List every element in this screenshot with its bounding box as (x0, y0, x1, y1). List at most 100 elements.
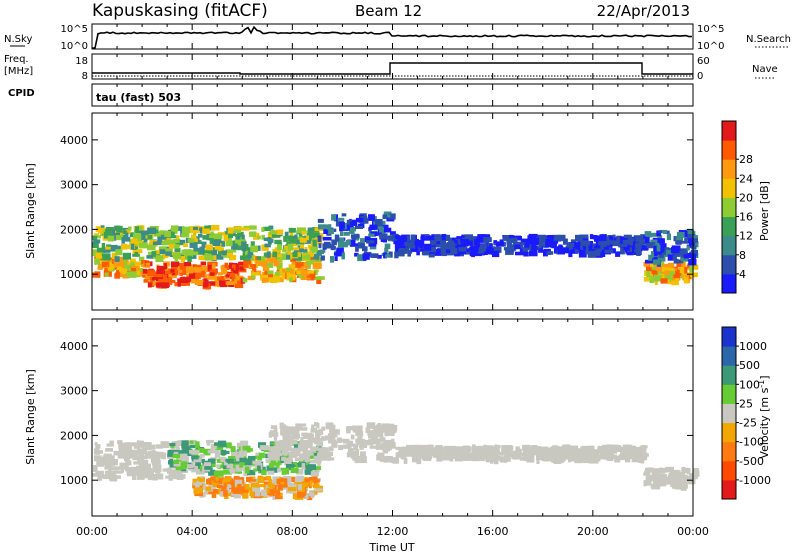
velocity-cell (358, 456, 367, 463)
velocity-cell (419, 445, 424, 450)
power-cell (620, 236, 627, 242)
power-cell (122, 230, 128, 235)
velocity-cell (99, 456, 105, 464)
velocity-cell (292, 462, 297, 466)
velocity-cell (568, 449, 575, 453)
power-cell (102, 253, 111, 261)
power-cell (262, 226, 271, 231)
power-cell (679, 266, 685, 274)
power-cell (243, 244, 249, 250)
velocity-cell (212, 489, 219, 494)
power-cell (240, 227, 250, 231)
velocity-cell (147, 453, 152, 458)
power-cell (587, 250, 597, 258)
power-cell (648, 274, 656, 278)
power-cell (207, 264, 212, 270)
power-cell (339, 221, 345, 229)
power-cell (185, 267, 194, 274)
velocity-cell (336, 437, 342, 444)
velocity-cell (254, 491, 261, 497)
power-cell (249, 231, 256, 237)
velocity-cell (671, 478, 677, 484)
power-cell (174, 247, 181, 253)
power-cell (610, 248, 616, 252)
power-cell (92, 241, 99, 248)
power-cell (618, 243, 628, 247)
velocity-colorbar-segment (722, 365, 736, 385)
power-cell (471, 251, 475, 258)
velocity-cell (412, 456, 419, 463)
power-cell (201, 270, 205, 278)
sky-left-tick-top: 10^5 (61, 24, 88, 35)
power-cell (565, 245, 573, 250)
power-cell (193, 226, 200, 230)
velocity-cell (490, 448, 496, 454)
power-cell (187, 276, 191, 283)
power-cell (664, 272, 673, 280)
power-cell (189, 278, 193, 282)
power-cell (582, 245, 586, 250)
power-cell (319, 249, 326, 253)
power-cell (106, 259, 116, 265)
velocity-cell (117, 453, 123, 459)
power-cell (495, 241, 504, 247)
velocity-cell (136, 465, 142, 471)
velocity-cell (365, 427, 370, 433)
power-cell (272, 251, 277, 257)
velocity-cell (359, 434, 363, 441)
velocity-cell (392, 457, 399, 464)
velocity-cell (229, 468, 239, 474)
power-cell (306, 271, 316, 278)
velocity-cell (168, 460, 172, 465)
power-cell (169, 279, 176, 284)
power-cell (307, 244, 313, 249)
power-cell (355, 225, 363, 229)
velocity-cell (167, 450, 174, 454)
power-cell (95, 252, 103, 259)
velocity-cell (468, 452, 476, 460)
velocity-cell (113, 450, 121, 456)
power-cell (211, 248, 218, 256)
freq-right-label: Nave (752, 64, 778, 75)
power-cell (273, 260, 280, 267)
velocity-cell (93, 465, 98, 472)
power-cell (532, 246, 538, 252)
power-cell (132, 248, 138, 254)
power-cell (676, 240, 682, 245)
velocity-cell (113, 475, 121, 479)
power-cell (684, 230, 688, 238)
velocity-cell (234, 479, 243, 486)
power-cell (394, 251, 399, 259)
power-cell (457, 251, 467, 255)
power-cell (430, 240, 437, 244)
velocity-cell (139, 441, 144, 446)
velocity-cell (338, 445, 343, 451)
power-cell (533, 241, 539, 245)
velocity-cell (261, 469, 267, 476)
power-colorbar-label: Power [dB] (758, 181, 771, 241)
velocity-cell (200, 453, 205, 458)
velocity-cell (310, 492, 315, 498)
velocity-cell (273, 427, 278, 434)
power-cell (313, 269, 318, 276)
power-cell (288, 227, 296, 233)
velocity-cell (645, 471, 651, 476)
power-cell (302, 255, 307, 260)
velocity-cell (667, 466, 674, 472)
power-cell (188, 226, 196, 234)
velocity-cell (179, 469, 188, 474)
power-cell (515, 235, 521, 241)
sky-right-tick-bottom: 10^0 (697, 41, 724, 52)
velocity-cell (297, 443, 307, 449)
power-cell (145, 262, 151, 266)
power-cell (605, 243, 613, 249)
power-cell (187, 255, 192, 263)
velocity-cell (137, 442, 141, 450)
velocity-cell (481, 455, 485, 462)
power-cell (161, 252, 166, 260)
velocity-cell (125, 460, 132, 466)
power-cell (384, 247, 389, 253)
power-cell (111, 252, 118, 259)
velocity-cell (143, 442, 152, 447)
velocity-cell (292, 434, 299, 440)
